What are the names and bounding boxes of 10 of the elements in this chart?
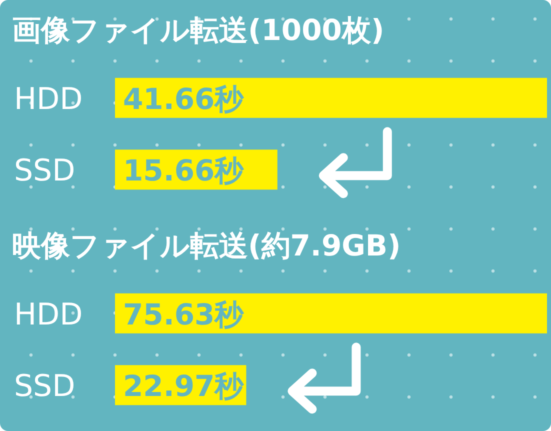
y-tick-label: SSD — [14, 154, 76, 189]
y-tick-label: HDD — [14, 82, 83, 117]
y-tick-label: SSD — [14, 369, 76, 404]
chart-title: 画像ファイル転送(1000枚) — [12, 13, 384, 47]
data-label: 41.66秒 — [123, 82, 245, 116]
chart-title: 映像ファイル転送(約7.9GB) — [12, 228, 401, 262]
data-label: 75.63秒 — [123, 297, 245, 332]
y-tick-label: HDD — [14, 297, 83, 332]
data-label: 15.66秒 — [123, 154, 245, 188]
data-label: 22.97秒 — [123, 369, 245, 404]
